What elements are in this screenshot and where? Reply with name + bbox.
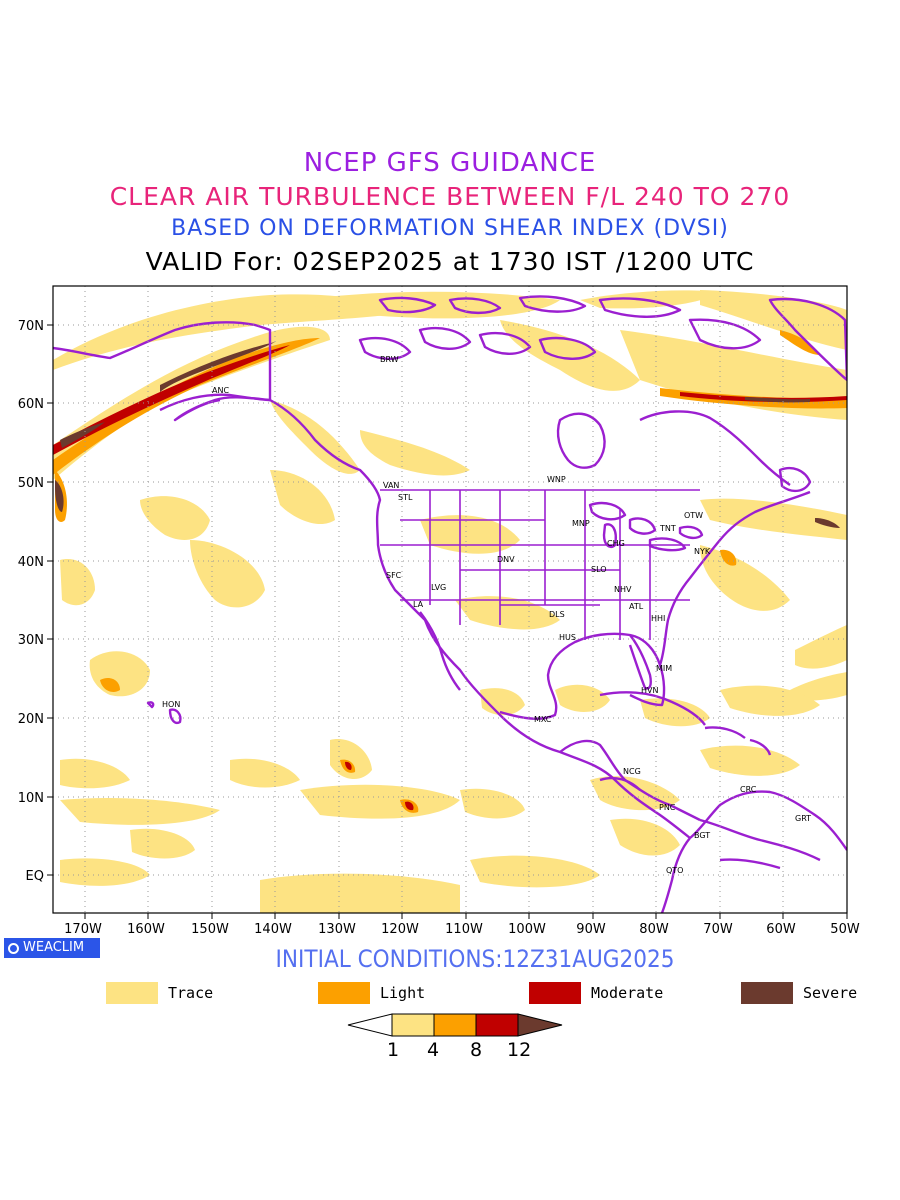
city-dls: DLS: [549, 610, 565, 619]
city-lvg: LVG: [431, 583, 446, 592]
legend-label-severe: Severe: [803, 984, 858, 1002]
city-sfc: SFC: [386, 571, 402, 580]
colorbar-trace-box: [391, 1013, 435, 1037]
coastlines: [53, 295, 847, 913]
city-bgt: BGT: [694, 831, 710, 840]
title-line-3: BASED ON DEFORMATION SHEAR INDEX (DVSI): [171, 216, 729, 241]
colorbar-tick-4: 4: [427, 1039, 440, 1061]
longitude-labels: 170W 160W 150W 140W 130W 120W 110W 100W 90W 80W 70…: [64, 922, 860, 937]
lat-label-60n: 60N: [18, 397, 44, 412]
city-hhi: HHI: [651, 614, 665, 623]
city-otw: OTW: [684, 511, 703, 520]
title-line-2: CLEAR AIR TURBULENCE BETWEEN F/L 240 TO …: [109, 182, 791, 211]
legend-item-light: Light: [318, 982, 425, 1004]
city-atl: ATL: [629, 602, 644, 611]
legend-label-trace: Trace: [168, 984, 214, 1002]
lon-label-140w: 140W: [254, 922, 292, 937]
valid-time: VALID For: 02SEP2025 at 1730 IST /1200 U…: [145, 247, 755, 276]
city-tnt: TNT: [659, 524, 676, 533]
city-qto: QTO: [666, 866, 683, 875]
colorbar-tick-12: 12: [507, 1039, 532, 1061]
lon-label-90w: 90W: [576, 922, 606, 937]
colorbar-moderate-box: [475, 1013, 519, 1037]
map-frame: [52, 285, 848, 914]
city-wnp: WNP: [547, 475, 566, 484]
city-slo: SLO: [591, 565, 607, 574]
legend-label-moderate: Moderate: [591, 984, 664, 1002]
legend-label-light: Light: [380, 984, 426, 1002]
colorbar-max-triangle: [517, 1013, 563, 1037]
city-anc: ANC: [212, 386, 229, 395]
city-mnp: MNP: [572, 519, 590, 528]
city-hus: HUS: [559, 633, 576, 642]
legend-swatch-trace: [106, 982, 158, 1004]
lon-label-50w: 50W: [830, 922, 860, 937]
weaclim-badge: WEACLIM: [4, 938, 100, 958]
colorbar-min-triangle: [347, 1013, 393, 1037]
city-mim: MIM: [656, 664, 672, 673]
lat-label-70n: 70N: [18, 319, 44, 334]
lat-label-50n: 50N: [18, 476, 44, 491]
lon-label-130w: 130W: [318, 922, 356, 937]
lon-label-120w: 120W: [381, 922, 419, 937]
lon-label-70w: 70W: [703, 922, 733, 937]
city-grt: GRT: [795, 814, 811, 823]
lon-label-170w: 170W: [64, 922, 102, 937]
title-line-1: NCEP GFS GUIDANCE: [303, 148, 597, 178]
city-chg: CHG: [607, 539, 625, 548]
lon-label-60w: 60W: [766, 922, 796, 937]
city-ncg: NCG: [623, 767, 641, 776]
lat-label-30n: 30N: [18, 633, 44, 648]
city-nyk: NYK: [694, 547, 711, 556]
city-hon: HON: [162, 700, 180, 709]
city-la: LA: [413, 600, 424, 609]
colorbar: [347, 1013, 563, 1037]
city-labels: BRW ANC VAN STL WNP MNP OTW TNT CHG NYK SFC DNV LVG S…: [162, 355, 811, 875]
city-nhv: NHV: [614, 585, 632, 594]
lon-label-80w: 80W: [639, 922, 669, 937]
colorbar-tick-8: 8: [470, 1039, 483, 1061]
legend-swatch-moderate: [529, 982, 581, 1004]
city-brw: BRW: [380, 355, 399, 364]
latitude-labels: 70N 60N 50N 40N 30N 20N 10N EQ: [18, 319, 44, 884]
weaclim-logo-icon: [8, 942, 19, 954]
lon-label-150w: 150W: [191, 922, 229, 937]
city-mxc: MXC: [534, 715, 552, 724]
legend-item-severe: Severe: [741, 982, 857, 1004]
legend-swatch-light: [318, 982, 370, 1004]
city-hvn: HVN: [641, 686, 658, 695]
lat-label-eq: EQ: [26, 869, 44, 884]
legend-item-trace: Trace: [106, 982, 213, 1004]
city-dnv: DNV: [497, 555, 515, 564]
lon-label-100w: 100W: [508, 922, 546, 937]
lon-label-110w: 110W: [445, 922, 483, 937]
city-crc: CRC: [740, 785, 757, 794]
legend-swatch-severe: [741, 982, 793, 1004]
lat-label-10n: 10N: [18, 791, 44, 806]
turbulence-shading: [53, 290, 847, 913]
city-van: VAN: [383, 481, 399, 490]
lat-label-40n: 40N: [18, 555, 44, 570]
lat-label-20n: 20N: [18, 712, 44, 727]
axis-ticks: [47, 324, 848, 919]
initial-conditions: INITIAL CONDITIONS:12Z31AUG2025: [275, 945, 675, 973]
colorbar-light-box: [433, 1013, 477, 1037]
lon-label-160w: 160W: [127, 922, 165, 937]
weaclim-badge-text: WEACLIM: [23, 940, 85, 955]
legend-item-moderate: Moderate: [529, 982, 663, 1004]
city-stl: STL: [398, 493, 413, 502]
city-pnc: PNC: [659, 803, 676, 812]
colorbar-tick-1: 1: [387, 1039, 400, 1061]
